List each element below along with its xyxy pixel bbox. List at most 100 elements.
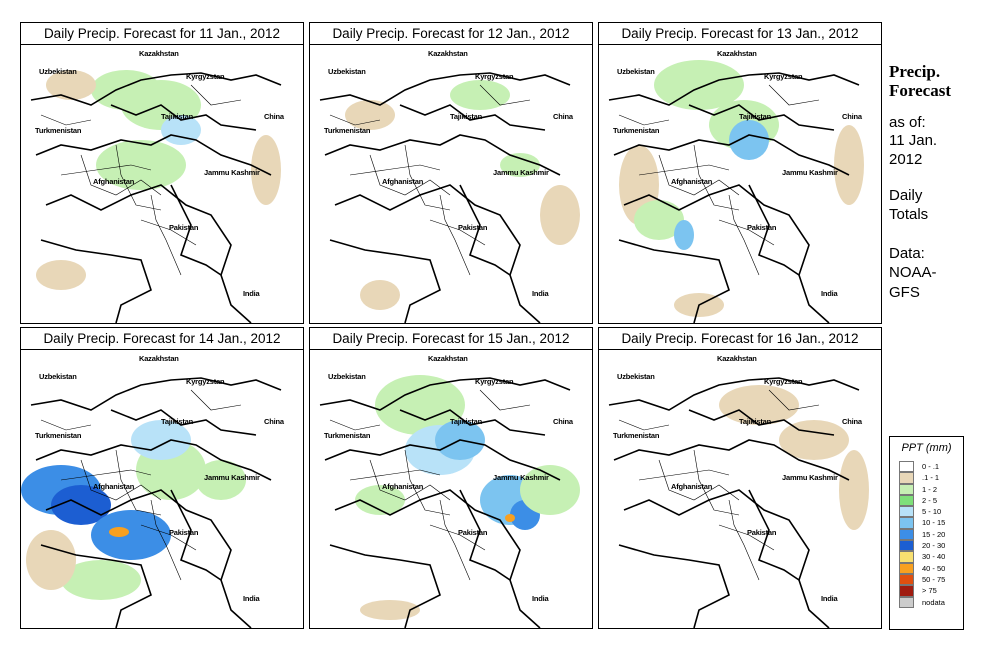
- province-border: [658, 459, 740, 501]
- country-border: [608, 377, 860, 411]
- country-border: [688, 104, 835, 131]
- label-india: India: [243, 289, 260, 298]
- label-afghanistan: Afghanistan: [93, 177, 135, 186]
- label-kyrgyzstan: Kyrgyzstan: [186, 72, 225, 81]
- label-india: India: [243, 594, 260, 603]
- country-border: [324, 439, 561, 481]
- label-tajikistan: Tajikistan: [161, 112, 194, 121]
- province-border: [404, 144, 451, 211]
- label-china: China: [842, 417, 862, 426]
- label-turkmenistan: Turkmenistan: [324, 431, 371, 440]
- label-india: India: [532, 289, 549, 298]
- precip-map: Kazakhstan Uzbekistan Kyrgyzstan Tajikis…: [310, 350, 592, 628]
- legend-item-label: 15 - 20: [922, 529, 946, 539]
- country-border: [613, 134, 850, 176]
- label-pakistan: Pakistan: [747, 223, 777, 232]
- province-border: [349, 469, 441, 481]
- data-source-line1: Data:: [889, 245, 925, 262]
- label-jammu-kashmir: Jammu Kashmir: [204, 473, 260, 482]
- precip-area: [161, 115, 201, 145]
- label-kyrgyzstan: Kyrgyzstan: [475, 377, 514, 386]
- country-border: [40, 544, 152, 628]
- country-border: [319, 377, 571, 411]
- precip-area: [131, 420, 191, 460]
- label-china: China: [553, 417, 573, 426]
- panel-title: Daily Precip. Forecast for 16 Jan., 2012: [599, 328, 881, 350]
- legend-title: PPT (mm): [901, 442, 952, 454]
- legend-item-label: .1 - 1: [922, 473, 940, 483]
- precip-area: [96, 140, 186, 190]
- side-title: Precip. Forecast: [889, 62, 951, 100]
- province-border: [40, 419, 92, 431]
- precip-area: [109, 527, 129, 537]
- label-uzbekistan: Uzbekistan: [39, 372, 77, 381]
- label-jammu-kashmir: Jammu Kashmir: [782, 473, 838, 482]
- label-tajikistan: Tajikistan: [450, 112, 483, 121]
- precip-map: Kazakhstan Uzbekistan Kyrgyzstan Tajikis…: [310, 45, 592, 323]
- label-india: India: [821, 594, 838, 603]
- base-map: [608, 60, 864, 323]
- label-china: China: [264, 112, 284, 121]
- label-turkmenistan: Turkmenistan: [324, 126, 371, 135]
- country-border: [334, 489, 541, 628]
- province-border: [429, 524, 486, 551]
- panel-title: Daily Precip. Forecast for 11 Jan., 2012: [21, 23, 303, 45]
- base-map: [21, 377, 282, 628]
- precip-area: [505, 514, 515, 522]
- forecast-panel-12-jan: Daily Precip. Forecast for 12 Jan., 2012…: [309, 22, 593, 324]
- province-border: [718, 524, 775, 551]
- label-china: China: [553, 112, 573, 121]
- province-border: [479, 84, 531, 106]
- legend-item-label: 50 - 75: [922, 574, 946, 584]
- province-border: [329, 114, 381, 126]
- country-border: [459, 489, 511, 581]
- label-jammu-kashmir: Jammu Kashmir: [493, 168, 549, 177]
- country-border: [40, 239, 152, 323]
- province-border: [768, 84, 820, 106]
- label-jammu-kashmir: Jammu Kashmir: [493, 473, 549, 482]
- label-uzbekistan: Uzbekistan: [328, 67, 366, 76]
- country-border: [170, 184, 222, 276]
- precip-area: [674, 220, 694, 250]
- label-kazakhstan: Kazakhstan: [139, 354, 179, 363]
- precip-area: [375, 375, 465, 435]
- label-kyrgyzstan: Kyrgyzstan: [186, 377, 225, 386]
- precip-area: [719, 385, 799, 425]
- legend-swatch: [899, 461, 914, 473]
- label-turkmenistan: Turkmenistan: [35, 431, 82, 440]
- legend-swatch: [899, 528, 914, 541]
- forecast-panel-15-jan: Daily Precip. Forecast for 15 Jan., 2012…: [309, 327, 593, 629]
- province-border: [140, 524, 197, 551]
- country-border: [45, 489, 252, 628]
- label-kazakhstan: Kazakhstan: [717, 354, 757, 363]
- province-border: [369, 154, 451, 196]
- province-border: [618, 114, 670, 126]
- legend-item-label: 1 - 2: [922, 484, 938, 494]
- province-border: [190, 389, 242, 411]
- country-border: [329, 239, 441, 323]
- province-border: [728, 194, 760, 276]
- precip-area: [36, 260, 86, 290]
- label-kazakhstan: Kazakhstan: [428, 49, 468, 58]
- label-turkmenistan: Turkmenistan: [613, 126, 660, 135]
- legend-swatch: [899, 540, 914, 552]
- label-turkmenistan: Turkmenistan: [35, 126, 82, 135]
- base-map: [30, 70, 282, 323]
- precip-map: Kazakhstan Uzbekistan Kyrgyzstan Tajikis…: [599, 350, 881, 628]
- label-kazakhstan: Kazakhstan: [428, 354, 468, 363]
- precip-area: [654, 60, 744, 110]
- forecast-panel-14-jan: Daily Precip. Forecast for 14 Jan., 2012…: [20, 327, 304, 629]
- province-border: [60, 164, 152, 176]
- legend-item-label: 10 - 15: [922, 518, 946, 528]
- label-uzbekistan: Uzbekistan: [39, 67, 77, 76]
- label-tajikistan: Tajikistan: [450, 417, 483, 426]
- forecast-panel-16-jan: Daily Precip. Forecast for 16 Jan., 2012…: [598, 327, 882, 629]
- country-border: [319, 72, 571, 106]
- country-border: [45, 184, 252, 323]
- precip-area: [345, 100, 395, 130]
- country-border: [459, 184, 511, 276]
- province-border: [190, 84, 242, 106]
- label-pakistan: Pakistan: [169, 528, 199, 537]
- label-afghanistan: Afghanistan: [382, 177, 424, 186]
- legend-swatch: [899, 517, 914, 529]
